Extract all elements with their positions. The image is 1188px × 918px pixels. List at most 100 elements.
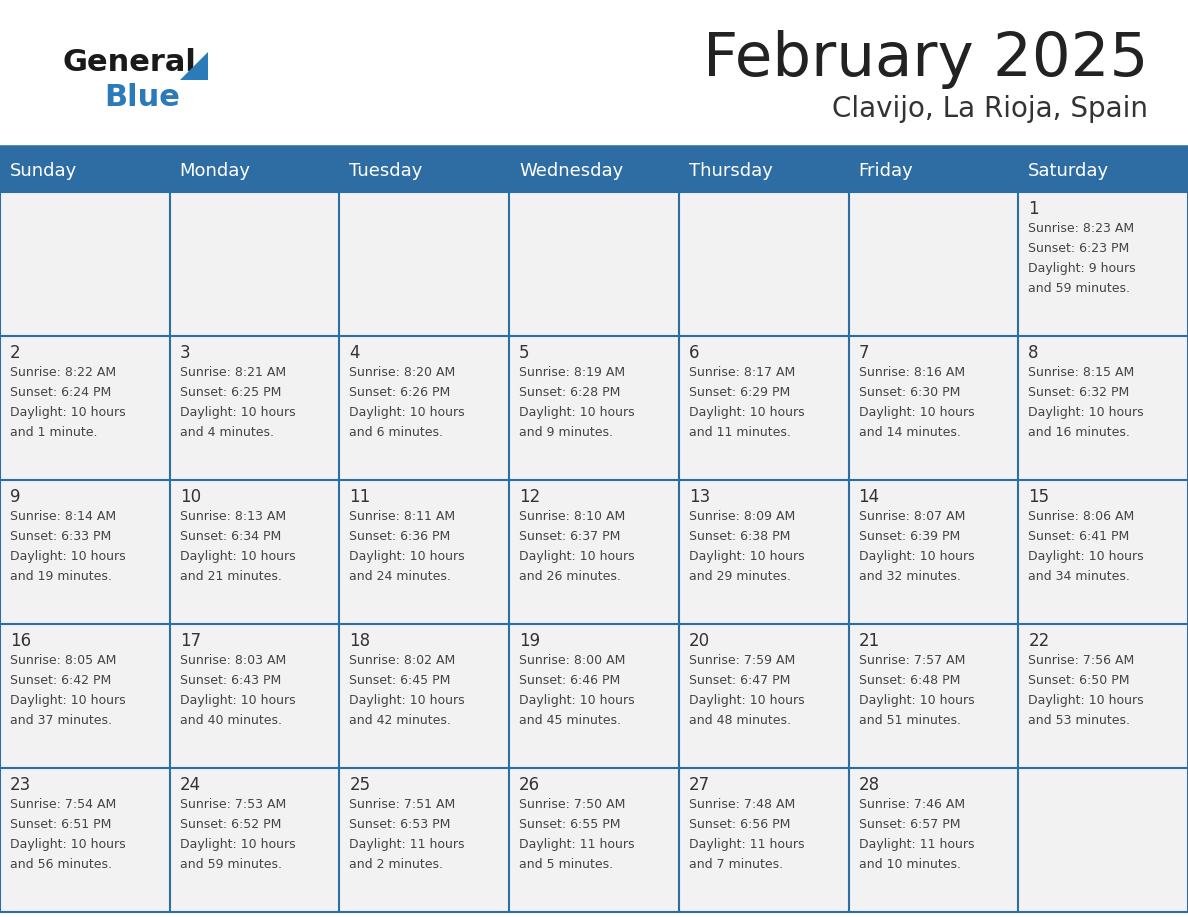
Polygon shape [181, 52, 208, 80]
Text: Monday: Monday [179, 162, 251, 180]
Text: Sunset: 6:48 PM: Sunset: 6:48 PM [859, 674, 960, 687]
Text: Sunrise: 7:46 AM: Sunrise: 7:46 AM [859, 798, 965, 811]
Text: Sunrise: 8:13 AM: Sunrise: 8:13 AM [179, 510, 286, 523]
Text: 4: 4 [349, 344, 360, 362]
Text: and 16 minutes.: and 16 minutes. [1029, 426, 1130, 439]
Text: Sunset: 6:41 PM: Sunset: 6:41 PM [1029, 530, 1130, 543]
Text: Sunrise: 8:07 AM: Sunrise: 8:07 AM [859, 510, 965, 523]
Text: Daylight: 10 hours: Daylight: 10 hours [1029, 694, 1144, 707]
Text: Daylight: 10 hours: Daylight: 10 hours [10, 694, 126, 707]
Text: Sunrise: 8:05 AM: Sunrise: 8:05 AM [10, 654, 116, 667]
Text: Daylight: 10 hours: Daylight: 10 hours [519, 550, 634, 563]
Text: Daylight: 10 hours: Daylight: 10 hours [859, 550, 974, 563]
Text: 1: 1 [1029, 200, 1040, 218]
Text: Sunrise: 8:20 AM: Sunrise: 8:20 AM [349, 366, 456, 379]
Text: Daylight: 10 hours: Daylight: 10 hours [349, 550, 465, 563]
Bar [0, 192, 1188, 912]
Text: and 21 minutes.: and 21 minutes. [179, 570, 282, 583]
Text: and 2 minutes.: and 2 minutes. [349, 858, 443, 871]
Text: Sunset: 6:46 PM: Sunset: 6:46 PM [519, 674, 620, 687]
Text: Sunrise: 8:14 AM: Sunrise: 8:14 AM [10, 510, 116, 523]
Text: Sunset: 6:52 PM: Sunset: 6:52 PM [179, 818, 282, 831]
Text: Daylight: 11 hours: Daylight: 11 hours [689, 838, 804, 851]
Text: Sunset: 6:50 PM: Sunset: 6:50 PM [1029, 674, 1130, 687]
Text: and 56 minutes.: and 56 minutes. [10, 858, 112, 871]
Text: 20: 20 [689, 632, 710, 650]
Text: and 26 minutes.: and 26 minutes. [519, 570, 621, 583]
Text: Sunset: 6:25 PM: Sunset: 6:25 PM [179, 386, 282, 399]
Text: Saturday: Saturday [1029, 162, 1110, 180]
Text: and 1 minute.: and 1 minute. [10, 426, 97, 439]
Text: Sunset: 6:24 PM: Sunset: 6:24 PM [10, 386, 112, 399]
Text: and 32 minutes.: and 32 minutes. [859, 570, 960, 583]
Text: Daylight: 10 hours: Daylight: 10 hours [859, 694, 974, 707]
Text: Sunset: 6:55 PM: Sunset: 6:55 PM [519, 818, 620, 831]
Text: Daylight: 10 hours: Daylight: 10 hours [10, 838, 126, 851]
Text: Sunrise: 7:57 AM: Sunrise: 7:57 AM [859, 654, 965, 667]
Text: Daylight: 10 hours: Daylight: 10 hours [10, 550, 126, 563]
Text: Sunset: 6:36 PM: Sunset: 6:36 PM [349, 530, 450, 543]
Text: Tuesday: Tuesday [349, 162, 423, 180]
Text: and 19 minutes.: and 19 minutes. [10, 570, 112, 583]
Text: Clavijo, La Rioja, Spain: Clavijo, La Rioja, Spain [832, 95, 1148, 123]
Text: and 24 minutes.: and 24 minutes. [349, 570, 451, 583]
Text: 10: 10 [179, 488, 201, 506]
Text: Sunrise: 8:06 AM: Sunrise: 8:06 AM [1029, 510, 1135, 523]
Text: Sunset: 6:39 PM: Sunset: 6:39 PM [859, 530, 960, 543]
Text: 13: 13 [689, 488, 710, 506]
Text: Sunrise: 7:56 AM: Sunrise: 7:56 AM [1029, 654, 1135, 667]
Text: 8: 8 [1029, 344, 1038, 362]
Text: Daylight: 10 hours: Daylight: 10 hours [519, 406, 634, 419]
Text: Sunset: 6:38 PM: Sunset: 6:38 PM [689, 530, 790, 543]
Text: Sunset: 6:23 PM: Sunset: 6:23 PM [1029, 242, 1130, 255]
Text: and 48 minutes.: and 48 minutes. [689, 714, 791, 727]
Text: Sunday: Sunday [10, 162, 77, 180]
Text: and 5 minutes.: and 5 minutes. [519, 858, 613, 871]
Text: Sunset: 6:34 PM: Sunset: 6:34 PM [179, 530, 282, 543]
Text: Daylight: 10 hours: Daylight: 10 hours [10, 406, 126, 419]
Text: 3: 3 [179, 344, 190, 362]
Text: Sunrise: 7:50 AM: Sunrise: 7:50 AM [519, 798, 626, 811]
Text: 15: 15 [1029, 488, 1049, 506]
Text: 28: 28 [859, 776, 879, 794]
Text: 5: 5 [519, 344, 530, 362]
Text: 26: 26 [519, 776, 541, 794]
Text: Daylight: 10 hours: Daylight: 10 hours [179, 694, 296, 707]
Text: and 29 minutes.: and 29 minutes. [689, 570, 791, 583]
Text: and 37 minutes.: and 37 minutes. [10, 714, 112, 727]
Text: 18: 18 [349, 632, 371, 650]
Text: Daylight: 10 hours: Daylight: 10 hours [1029, 550, 1144, 563]
Text: Sunrise: 8:16 AM: Sunrise: 8:16 AM [859, 366, 965, 379]
Text: and 53 minutes.: and 53 minutes. [1029, 714, 1130, 727]
Text: and 10 minutes.: and 10 minutes. [859, 858, 961, 871]
Text: and 11 minutes.: and 11 minutes. [689, 426, 791, 439]
Text: 7: 7 [859, 344, 870, 362]
Text: and 4 minutes.: and 4 minutes. [179, 426, 273, 439]
Text: Sunset: 6:57 PM: Sunset: 6:57 PM [859, 818, 960, 831]
Text: 27: 27 [689, 776, 710, 794]
Text: 16: 16 [10, 632, 31, 650]
Text: Sunset: 6:33 PM: Sunset: 6:33 PM [10, 530, 112, 543]
Text: Daylight: 10 hours: Daylight: 10 hours [689, 406, 804, 419]
Text: Sunset: 6:45 PM: Sunset: 6:45 PM [349, 674, 450, 687]
Text: Sunset: 6:51 PM: Sunset: 6:51 PM [10, 818, 112, 831]
Text: and 40 minutes.: and 40 minutes. [179, 714, 282, 727]
Text: and 51 minutes.: and 51 minutes. [859, 714, 961, 727]
Text: Daylight: 10 hours: Daylight: 10 hours [179, 838, 296, 851]
Text: 12: 12 [519, 488, 541, 506]
Text: Sunset: 6:29 PM: Sunset: 6:29 PM [689, 386, 790, 399]
Text: 21: 21 [859, 632, 880, 650]
Text: Sunset: 6:53 PM: Sunset: 6:53 PM [349, 818, 450, 831]
Text: 14: 14 [859, 488, 879, 506]
Text: Sunrise: 8:03 AM: Sunrise: 8:03 AM [179, 654, 286, 667]
Text: Daylight: 10 hours: Daylight: 10 hours [689, 550, 804, 563]
Text: Daylight: 10 hours: Daylight: 10 hours [1029, 406, 1144, 419]
Text: Daylight: 10 hours: Daylight: 10 hours [349, 694, 465, 707]
Text: Sunrise: 7:51 AM: Sunrise: 7:51 AM [349, 798, 456, 811]
Text: 25: 25 [349, 776, 371, 794]
Text: Daylight: 10 hours: Daylight: 10 hours [689, 694, 804, 707]
Text: 24: 24 [179, 776, 201, 794]
Text: Daylight: 10 hours: Daylight: 10 hours [859, 406, 974, 419]
Text: Sunset: 6:56 PM: Sunset: 6:56 PM [689, 818, 790, 831]
Text: Sunrise: 8:21 AM: Sunrise: 8:21 AM [179, 366, 286, 379]
